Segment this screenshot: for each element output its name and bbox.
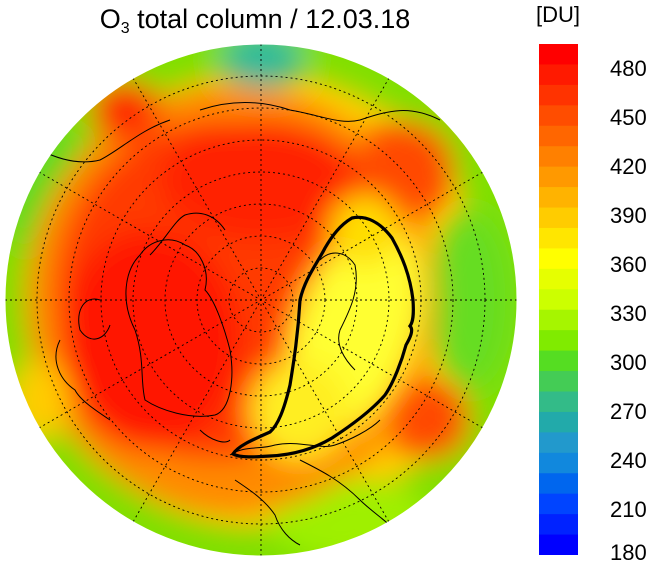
colorbar-segment [539,105,578,127]
colorbar-segment [539,371,578,393]
colorbar-tick: 270 [610,399,647,424]
colorbar-segment [539,125,578,147]
colorbar-tick: 240 [610,448,647,473]
colorbar-segment [539,411,578,433]
colorbar-tick: 390 [610,203,647,228]
colorbar-tick: 360 [610,252,647,277]
colorbar-tick: 420 [610,154,647,179]
colorbar-segment [539,207,578,229]
colorbar-segment [539,309,578,331]
colorbar-segment [539,452,578,474]
colorbar-segment [539,493,578,515]
title-species: O3 [99,4,130,37]
colorbar-segment [539,391,578,413]
colorbar [539,44,578,555]
colorbar-segment [539,330,578,352]
colorbar-segment [539,289,578,311]
ozone-contour [230,215,415,459]
coastlines [39,102,441,546]
colorbar-tick: 480 [610,56,647,81]
colorbar-tick: 300 [610,350,647,375]
colorbar-segment [539,350,578,372]
colorbar-tick: 180 [610,540,647,565]
colorbar-tick: 330 [610,301,647,326]
map-title: O3 total column / 12.03.18 [30,4,480,38]
title-text: total column / 12.03.18 [129,4,411,34]
colorbar-segment [539,64,578,86]
colorbar-segment [539,534,578,555]
colorbar-segment [539,84,578,106]
colorbar-segment [539,227,578,249]
colorbar-tick: 450 [610,105,647,130]
colorbar-segment [539,268,578,290]
colorbar-segment [539,248,578,270]
colorbar-unit: [DU] [536,2,580,27]
colorbar-tick: 210 [610,497,647,522]
colorbar-segment [539,432,578,454]
graticule [5,44,517,556]
colorbar-segment [539,187,578,209]
colorbar-segment [539,44,578,66]
colorbar-segment [539,166,578,188]
colorbar-segment [539,514,578,536]
colorbar-segment [539,473,578,495]
colorbar-segment [539,146,578,168]
